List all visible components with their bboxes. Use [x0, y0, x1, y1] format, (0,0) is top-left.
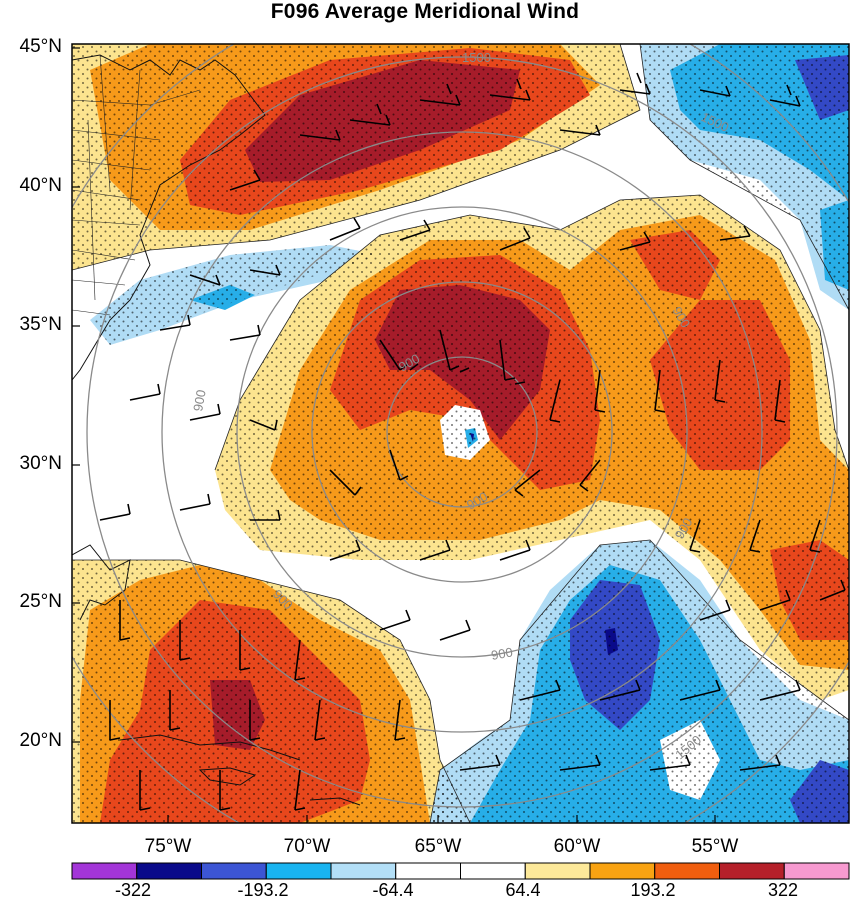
colorbar-swatch — [201, 862, 267, 880]
meridional-wind-field: 900 900 900 900 900 900 900 1500 1500 15… — [72, 44, 849, 823]
wind-barbs — [99, 72, 846, 811]
ring-label: 900 — [490, 644, 514, 663]
colorbar-swatch — [719, 862, 785, 880]
colorbar-swatch — [71, 862, 138, 880]
colorbar-swatch — [136, 862, 202, 880]
colorbar-tick-label: 64.4 — [505, 880, 541, 900]
lon-label-70: 70°W — [283, 836, 331, 857]
colorbar — [71, 862, 850, 880]
colorbar-tick-label: -322 — [114, 880, 152, 900]
ring-label: 900 — [190, 389, 209, 413]
colorbar-tick-label: -193.2 — [237, 880, 289, 900]
caribbean-islands — [119, 734, 361, 806]
lat-label-30: 30°N — [19, 453, 62, 474]
colorbar-tick-label: 193.2 — [630, 880, 676, 900]
map-frame — [71, 43, 850, 824]
colorbar-swatch — [524, 862, 591, 880]
colorbar-swatch — [460, 862, 526, 880]
colorbar-swatch — [783, 862, 850, 880]
lon-label-55: 55°W — [691, 836, 739, 857]
colorbar-swatch — [654, 862, 720, 880]
coastline — [72, 54, 266, 621]
lat-label-20: 20°N — [19, 730, 62, 751]
lat-label-45: 45°N — [19, 36, 62, 57]
colorbar-swatch — [265, 862, 332, 880]
ring-label: 1500 — [462, 50, 491, 65]
lat-label-40: 40°N — [19, 175, 62, 196]
map-title: F096 Average Meridional Wind — [270, 0, 580, 23]
colorbar-swatch — [330, 862, 397, 880]
distance-rings — [72, 44, 849, 823]
colorbar-tick-label: -64.4 — [372, 880, 414, 900]
lon-label-60: 60°W — [553, 836, 601, 857]
lat-label-25: 25°N — [19, 591, 62, 612]
lon-label-75: 75°W — [144, 836, 192, 857]
colorbar-tick-label: 322 — [767, 880, 799, 900]
colorbar-swatch — [589, 862, 656, 880]
colorbar-swatch — [395, 862, 461, 880]
state-borders — [72, 54, 201, 316]
lat-label-35: 35°N — [19, 314, 62, 335]
lon-label-65: 65°W — [414, 836, 462, 857]
